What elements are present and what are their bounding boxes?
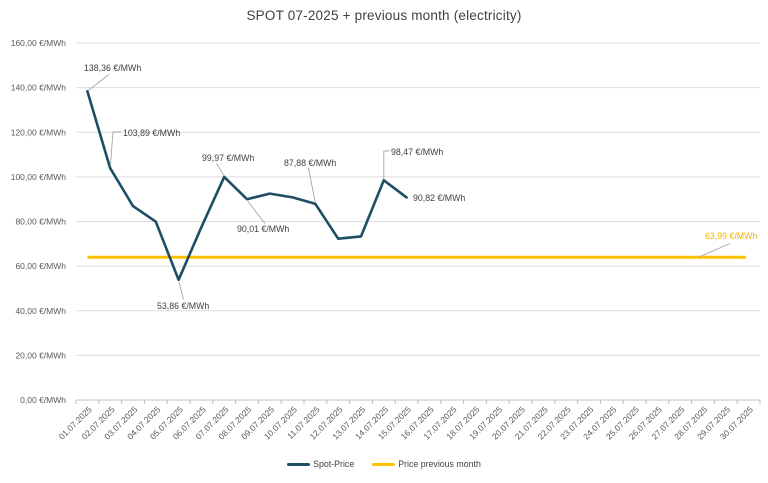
data-label: 90,82 €/MWh: [413, 193, 465, 203]
annotation-leader-line: [88, 74, 110, 91]
data-label: 90,01 €/MWh: [237, 224, 289, 234]
y-tick-label: 160,00 €/MWh: [11, 38, 67, 48]
data-label: 63,99 €/MWh: [705, 231, 757, 241]
data-label: 103,89 €/MWh: [123, 128, 180, 138]
y-tick-label: 0,00 €/MWh: [20, 395, 66, 405]
y-tick-label: 80,00 €/MWh: [15, 217, 66, 227]
y-tick-label: 140,00 €/MWh: [11, 83, 67, 93]
annotation-leader-line: [109, 131, 121, 166]
legend-item-prev-month[interactable]: Price previous month: [372, 459, 481, 469]
spot-price-swatch: [287, 462, 311, 466]
y-tick-label: 100,00 €/MWh: [11, 172, 67, 182]
y-tick-label: 60,00 €/MWh: [15, 261, 66, 271]
spot-price-line[interactable]: [86, 90, 408, 282]
annotation-leader-line: [698, 243, 731, 258]
annotation-leader-line: [178, 281, 184, 300]
legend-label-prev-month: Price previous month: [398, 459, 481, 469]
data-label: 53,86 €/MWh: [157, 301, 209, 311]
data-label: 99,97 €/MWh: [202, 153, 254, 163]
data-label: 87,88 €/MWh: [284, 158, 336, 168]
annotation-leader-line: [383, 150, 390, 179]
annotation-leader-line: [308, 167, 316, 203]
legend: Spot-Price Price previous month: [0, 459, 768, 469]
data-label: 98,47 €/MWh: [391, 147, 443, 157]
chart-title: SPOT 07-2025 + previous month (electrici…: [246, 8, 522, 23]
prev-month-swatch: [372, 462, 396, 466]
y-tick-label: 20,00 €/MWh: [15, 350, 66, 360]
data-label: 138,36 €/MWh: [84, 63, 141, 73]
y-tick-label: 120,00 €/MWh: [11, 127, 67, 137]
y-tick-label: 40,00 €/MWh: [15, 306, 66, 316]
legend-label-spot-price: Spot-Price: [313, 459, 355, 469]
annotation-leader-line: [216, 163, 225, 176]
annotation-leader-line: [247, 201, 266, 224]
legend-item-spot-price[interactable]: Spot-Price: [287, 459, 354, 469]
